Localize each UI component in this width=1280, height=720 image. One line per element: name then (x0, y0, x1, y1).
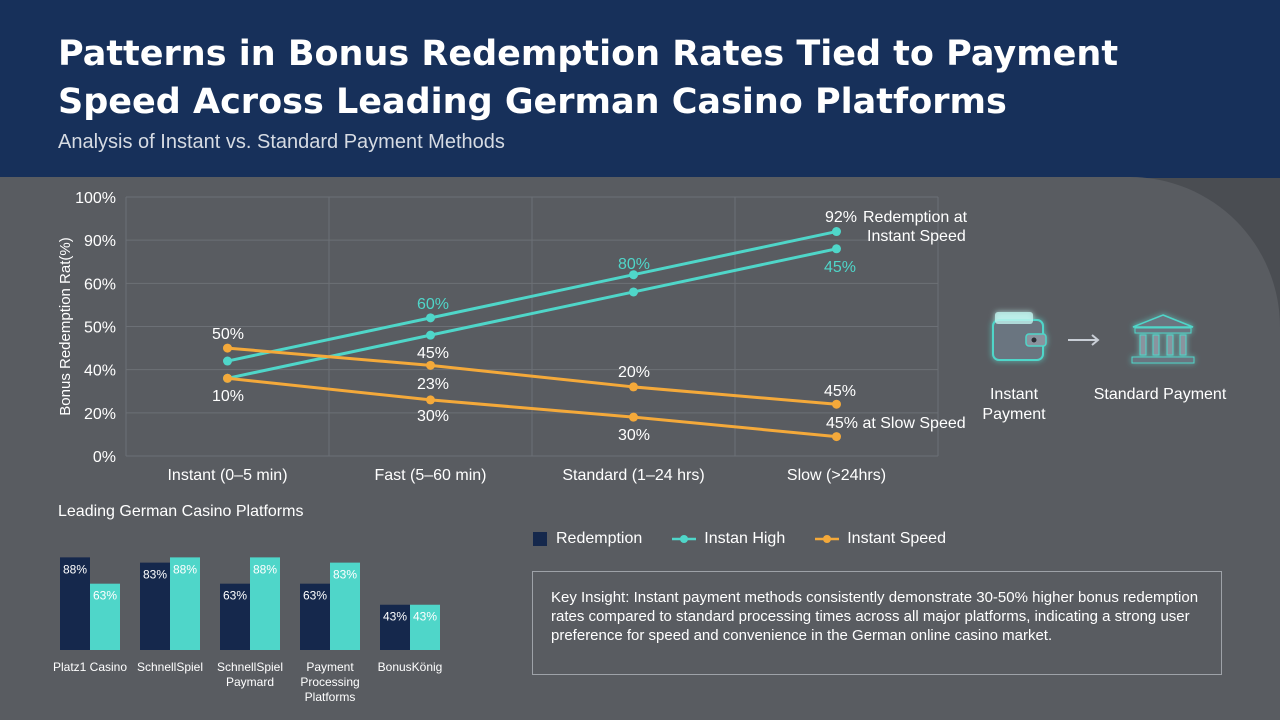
bar-category-label: Payment Processing Platforms (300, 660, 359, 704)
data-label: 92% (825, 209, 857, 226)
legend-line-dot-icon (672, 535, 697, 543)
instant-payment-label: Instant Payment (982, 386, 1046, 423)
bar (410, 604, 440, 650)
series-point (223, 356, 232, 366)
bar-value-label: 63% (223, 589, 247, 603)
bar-category-label: SchnellSpiel (137, 660, 203, 674)
bank-icon (1131, 314, 1195, 364)
bar-category-label: BonusKönig (378, 660, 443, 674)
data-label: 30% (417, 408, 449, 425)
bar-chart: 88% 63% Platz1 Casino 83% 88% SchnellSpiel 63%… (53, 557, 443, 704)
data-label: Redemption at (863, 209, 968, 226)
y-tick-label: 20% (84, 406, 116, 423)
chart-legend: Redemption Instan High Instant Speed (532, 530, 946, 548)
content-panel (0, 177, 1280, 720)
bar-value-label: 83% (143, 568, 167, 582)
x-tick-label: Slow (>24hrs) (787, 467, 886, 484)
legend-square-icon (533, 532, 547, 546)
bar (220, 583, 250, 650)
key-insight-text: Instant payment methods consistently dem… (551, 589, 1199, 644)
x-tick-label: Fast (5–60 min) (374, 467, 486, 484)
y-tick-label: 40% (84, 363, 116, 380)
bar-value-label: 88% (173, 562, 197, 576)
series-line (227, 230, 837, 363)
data-label: Instant Speed (867, 228, 966, 245)
data-label: 50% (212, 326, 244, 343)
y-tick-label: 50% (84, 320, 116, 337)
series-line (227, 376, 837, 439)
series-point (832, 244, 841, 254)
series-point (832, 227, 841, 237)
legend-label: Redemption (556, 530, 643, 547)
data-label: 45% at Slow Speed (826, 415, 966, 432)
legend-label: Instan High (704, 530, 786, 547)
bar-category-label: SchnellSpiel Paymard (217, 660, 283, 689)
y-tick-label: 100% (75, 190, 116, 207)
bar-value-label: 43% (413, 610, 437, 624)
series-point (426, 313, 435, 323)
bar (330, 562, 360, 650)
legend-item-instan-high: Instan High (672, 530, 785, 548)
y-axis-label: Bonus Redemption Rat(%) (57, 237, 74, 415)
bar-value-label: 88% (63, 562, 87, 576)
legend-line-dot-icon (815, 535, 840, 543)
series-line (227, 346, 837, 406)
bar (380, 604, 410, 650)
y-tick-label: 90% (84, 233, 116, 250)
series-point (629, 287, 638, 297)
bar-value-label: 88% (253, 562, 277, 576)
key-insight-box: Key Insight: Instant payment methods con… (532, 571, 1222, 675)
y-tick-label: 60% (84, 276, 116, 293)
x-tick-label: Standard (1–24 hrs) (562, 467, 704, 484)
data-label: 45% (824, 259, 856, 276)
header-banner: Patterns in Bonus Redemption Rates Tied … (0, 0, 1280, 178)
bar-value-label: 63% (303, 589, 327, 603)
legend-item-redemption: Redemption (532, 530, 642, 548)
bar (140, 562, 170, 650)
series-point (223, 343, 232, 353)
x-tick-label: Instant (0–5 min) (167, 467, 287, 484)
page-title: Patterns in Bonus Redemption Rates Tied … (58, 34, 1119, 122)
data-label: 45% (824, 383, 856, 400)
key-insight-label: Key Insight: (551, 589, 630, 606)
bar (300, 583, 330, 650)
line-chart: 0% 20% 40% 50% 60% 90% 100% Instant (0–5 min) Fa… (57, 190, 968, 484)
legend-label: Instant Speed (847, 530, 946, 547)
bar (250, 557, 280, 650)
bar-value-label: 43% (383, 610, 407, 624)
bar (60, 557, 90, 650)
data-label: 45% (417, 345, 449, 362)
data-label: 80% (618, 256, 650, 273)
standard-payment-label: Standard Payment (1093, 386, 1227, 403)
data-label: 10% (212, 388, 244, 405)
series-point (629, 382, 638, 392)
series-point (426, 330, 435, 340)
bar-category-label: Platz1 Casino (53, 660, 127, 674)
data-label: 30% (618, 427, 650, 444)
series-point (832, 432, 841, 442)
bar-value-label: 63% (93, 589, 117, 603)
bar-chart-title: Leading German Casino Platforms (58, 503, 304, 520)
y-tick-label: 0% (93, 449, 116, 466)
wallet-icon (992, 312, 1047, 361)
data-label: 60% (417, 296, 449, 313)
data-label: 23% (417, 376, 449, 393)
series-point (223, 373, 232, 383)
series-point (629, 270, 638, 280)
payment-flow: Instant Payment Standard Payment (960, 300, 1260, 440)
series-point (832, 399, 841, 409)
bar (170, 557, 200, 650)
data-label: 20% (618, 364, 650, 381)
legend-item-instant-speed: Instant Speed (815, 530, 946, 548)
bar-value-label: 83% (333, 568, 357, 582)
series-point (629, 412, 638, 422)
arrow-right-icon (1068, 334, 1100, 346)
series-point (426, 395, 435, 405)
series-point (426, 360, 435, 370)
bar (90, 583, 120, 650)
page-subtitle: Analysis of Instant vs. Standard Payment… (58, 131, 505, 153)
